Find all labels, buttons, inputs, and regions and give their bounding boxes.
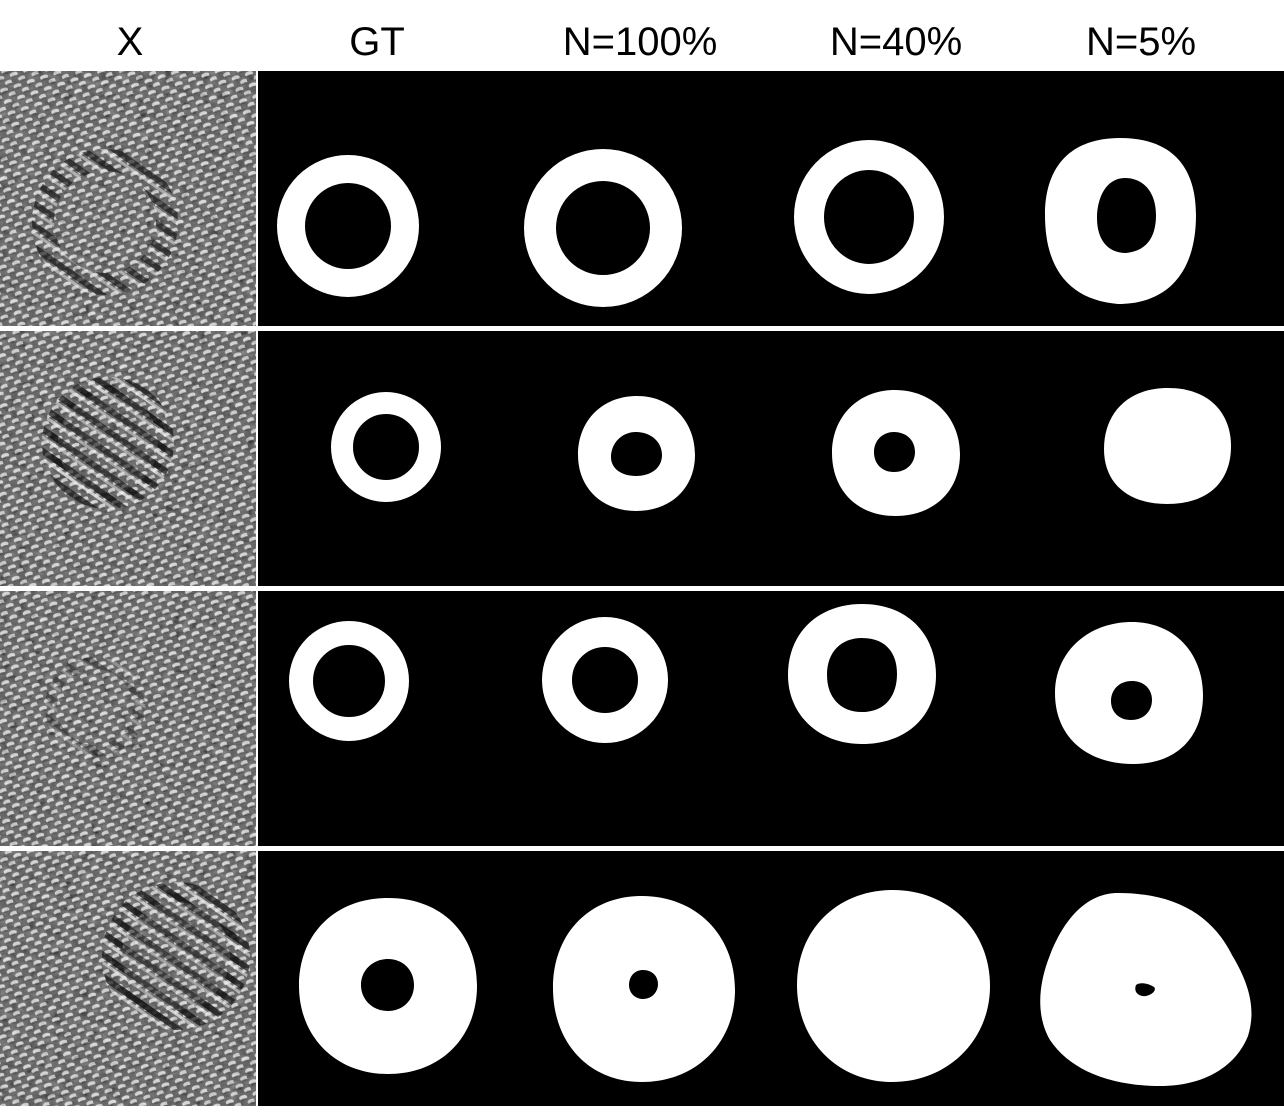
figure-row xyxy=(0,851,1284,1106)
mask-n5 xyxy=(1040,893,1252,1086)
mask-gt xyxy=(331,392,441,502)
column-header-gt: GT xyxy=(349,20,405,64)
texture-image xyxy=(0,851,256,1106)
column-header-n5: N=5% xyxy=(1086,20,1196,64)
mask-n5 xyxy=(1104,388,1231,504)
figure-row xyxy=(0,331,1284,586)
column-header-n40: N=40% xyxy=(830,20,962,64)
mask-n40 xyxy=(832,390,960,516)
texture-image xyxy=(0,591,256,846)
mask-n5 xyxy=(1045,138,1196,304)
column-header-n100: N=100% xyxy=(563,20,718,64)
figure-row xyxy=(0,71,1284,326)
figure-row xyxy=(0,591,1284,846)
mask-n100 xyxy=(553,896,735,1082)
mask-gt xyxy=(299,898,477,1074)
column-header-x: X xyxy=(117,20,144,64)
mask-n40 xyxy=(797,890,990,1082)
mask-n40 xyxy=(794,140,944,294)
mask-n5 xyxy=(1055,622,1203,764)
mask-n100 xyxy=(542,617,668,743)
mask-gt xyxy=(289,621,409,741)
mask-n100 xyxy=(578,396,695,511)
mask-n40 xyxy=(788,604,936,744)
texture-image xyxy=(0,71,256,326)
texture-image xyxy=(0,331,256,586)
mask-n100 xyxy=(524,149,682,307)
mask-gt xyxy=(277,155,419,297)
